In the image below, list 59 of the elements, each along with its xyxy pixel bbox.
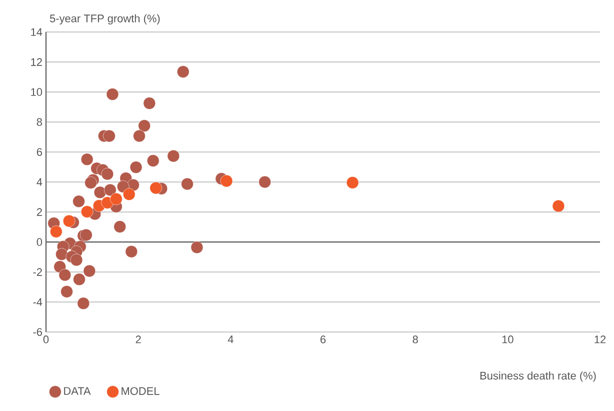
point — [106, 88, 119, 100]
point — [50, 226, 62, 238]
point — [220, 174, 233, 188]
point — [80, 228, 92, 242]
point — [552, 200, 565, 212]
x-tick-label: 0 — [43, 336, 49, 344]
x-tick-label: 10 — [502, 336, 514, 344]
point — [103, 130, 116, 142]
point — [77, 297, 90, 310]
x-tick-label: 6 — [320, 336, 326, 344]
point — [258, 176, 271, 188]
y-tick-label: -4 — [33, 298, 42, 306]
y-tick-label: 6 — [36, 148, 42, 156]
x-tick-label: 4 — [228, 336, 234, 344]
y-tick-label: 0 — [36, 238, 42, 246]
point — [138, 120, 150, 132]
point — [60, 286, 73, 298]
legend-label: MODEL — [122, 387, 160, 395]
y-tick-label: 8 — [36, 118, 42, 126]
point — [72, 195, 85, 208]
point — [114, 220, 126, 233]
point — [58, 268, 72, 282]
y-tick-label: 2 — [36, 208, 42, 216]
y-tick-label: 12 — [31, 58, 42, 66]
point — [83, 264, 96, 278]
point — [130, 161, 142, 174]
point — [143, 97, 156, 110]
y-tick-label: -2 — [33, 268, 42, 276]
point — [167, 150, 180, 162]
point — [110, 192, 122, 206]
point — [346, 176, 359, 189]
y-tick-label: -6 — [33, 328, 42, 336]
point — [176, 66, 190, 78]
point — [125, 245, 138, 258]
y-axis-title: 5-year TFP growth (%) — [50, 14, 160, 24]
point — [62, 214, 76, 228]
point — [84, 176, 97, 189]
point — [150, 182, 162, 194]
y-tick-label: 4 — [36, 178, 42, 186]
point — [104, 184, 116, 196]
y-tick-label: 10 — [31, 88, 42, 96]
point — [94, 186, 106, 198]
x-tick-label: 2 — [136, 336, 141, 344]
point — [56, 248, 68, 260]
point — [80, 153, 94, 166]
point — [101, 168, 114, 180]
point — [80, 206, 94, 218]
point — [133, 130, 146, 142]
point — [73, 273, 86, 286]
y-tick-label: 14 — [31, 28, 42, 36]
point — [122, 188, 136, 200]
x-tick-label: 12 — [594, 336, 606, 344]
x-tick-label: 8 — [412, 336, 418, 344]
point — [181, 178, 194, 190]
point — [190, 241, 204, 254]
point — [70, 254, 83, 266]
x-axis-title: Business death rate (%) — [480, 372, 596, 382]
legend-label: DATA — [64, 387, 91, 395]
point — [146, 154, 160, 167]
